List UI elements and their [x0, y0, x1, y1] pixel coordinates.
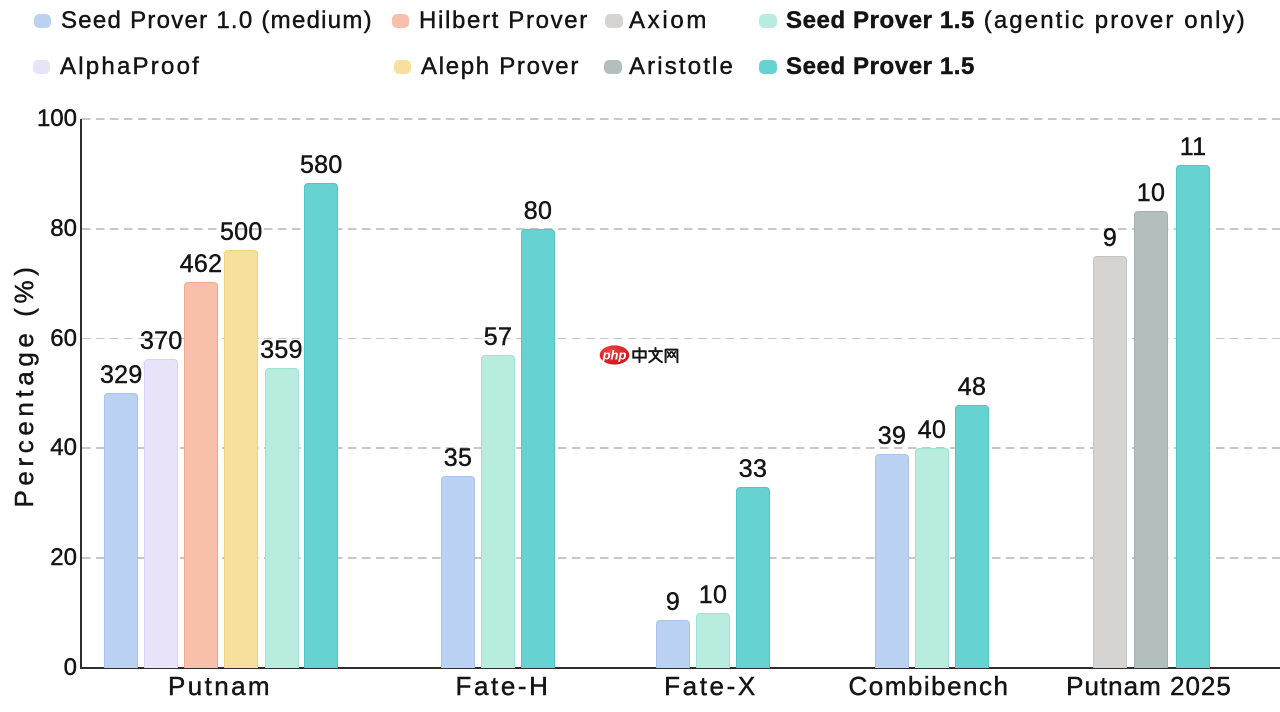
- svg-text:php: php: [602, 348, 627, 363]
